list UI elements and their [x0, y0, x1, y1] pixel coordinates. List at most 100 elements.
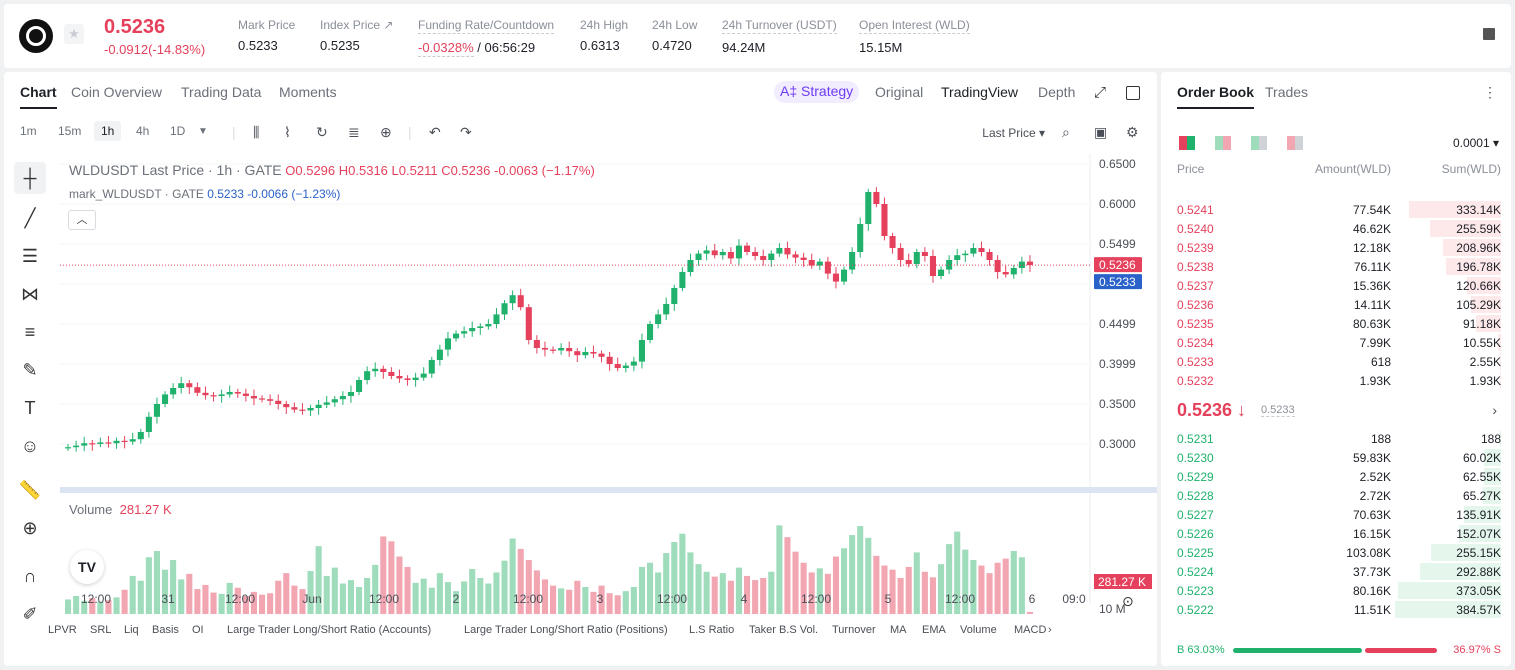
camera-icon[interactable]: ▣: [1094, 124, 1108, 140]
tab-coin-overview[interactable]: Coin Overview: [71, 84, 163, 100]
indicator-ema[interactable]: EMA: [922, 624, 946, 636]
bid-row[interactable]: 0.5222 11.51K 384.57K: [1161, 600, 1511, 619]
more-icon[interactable]: ⋮: [1483, 84, 1497, 100]
undo-icon[interactable]: ↶: [429, 124, 441, 140]
timeframe-1h[interactable]: 1h: [94, 121, 122, 141]
tab-trading-data[interactable]: Trading Data: [181, 84, 262, 100]
add-indicator-icon[interactable]: ⊕: [380, 124, 392, 140]
candle-body: [679, 272, 686, 288]
ask-row[interactable]: 0.5239 12.18K 208.96K: [1161, 238, 1511, 257]
trendline-icon[interactable]: ╱: [24, 208, 36, 228]
ask-row[interactable]: 0.5238 76.11K 196.78K: [1161, 257, 1511, 276]
favorite-star-icon[interactable]: ★: [64, 24, 84, 44]
bid-row[interactable]: 0.5223 80.16K 373.05K: [1161, 581, 1511, 600]
brush-icon[interactable]: ✎: [22, 360, 38, 380]
ask-row[interactable]: 0.5241 77.54K 333.14K: [1161, 200, 1511, 219]
ask-row[interactable]: 0.5232 1.93K 1.93K: [1161, 371, 1511, 390]
tab-trades[interactable]: Trades: [1265, 84, 1309, 100]
tab-chart[interactable]: Chart: [20, 84, 57, 109]
view-depth[interactable]: Depth: [1038, 84, 1076, 100]
indicator-turnover[interactable]: Turnover: [832, 624, 876, 636]
ask-row[interactable]: 0.5237 15.36K 120.66K: [1161, 276, 1511, 295]
text-icon[interactable]: T: [24, 398, 36, 418]
candle-body: [404, 378, 411, 380]
layout-split-icon[interactable]: [1215, 136, 1231, 150]
ask-row[interactable]: 0.5236 14.11K 105.29K: [1161, 295, 1511, 314]
emoji-icon[interactable]: ☺: [20, 436, 40, 456]
magnet-icon[interactable]: ∩: [23, 566, 37, 586]
volume-bar: [186, 573, 193, 614]
bid-row[interactable]: 0.5227 70.63K 135.91K: [1161, 505, 1511, 524]
tab-moments[interactable]: Moments: [279, 84, 337, 100]
ask-row[interactable]: 0.5240 46.62K 255.59K: [1161, 219, 1511, 238]
axis-settings-icon[interactable]: ⊙: [1122, 594, 1134, 610]
ask-row[interactable]: 0.5235 80.63K 91.18K: [1161, 314, 1511, 333]
bid-row[interactable]: 0.5226 16.15K 152.07K: [1161, 524, 1511, 543]
indicator-l-s-ratio[interactable]: L.S Ratio: [689, 624, 735, 636]
indicators-icon[interactable]: ⌇: [284, 124, 291, 140]
indicator-lpvr[interactable]: LPVR: [48, 624, 77, 636]
bid-row[interactable]: 0.5225 103.08K 255.15K: [1161, 543, 1511, 562]
template-icon[interactable]: ≣: [348, 124, 360, 140]
ask-row[interactable]: 0.5234 7.99K 10.55K: [1161, 333, 1511, 352]
zoom-in-icon[interactable]: ⊕: [22, 518, 38, 538]
indicator-srl[interactable]: SRL: [90, 624, 112, 636]
timeframe-1d[interactable]: 1D: [170, 124, 186, 138]
collapse-legend-button[interactable]: ︿: [68, 210, 96, 230]
search-icon[interactable]: ⌕: [1062, 124, 1070, 140]
bid-row[interactable]: 0.5231 188 188: [1161, 429, 1511, 448]
chevron-right-icon[interactable]: ›: [1048, 624, 1052, 636]
indicator-volume[interactable]: Volume: [960, 624, 997, 636]
book-icon[interactable]: [1483, 28, 1495, 40]
redo-icon[interactable]: ↷: [460, 124, 472, 140]
volume-bar: [1018, 557, 1025, 614]
view-original[interactable]: Original: [875, 84, 924, 100]
settings-gear-icon[interactable]: ⚙: [1126, 124, 1139, 140]
timeframe-4h[interactable]: 4h: [136, 124, 150, 138]
bid-row[interactable]: 0.5224 37.73K 292.88K: [1161, 562, 1511, 581]
price-chart[interactable]: 0.65000.60000.54990.49990.44990.39990.35…: [4, 154, 1157, 620]
layout-asks-icon[interactable]: [1287, 136, 1303, 150]
indicator-oi[interactable]: OI: [192, 624, 204, 636]
bid-row[interactable]: 0.5230 59.83K 60.02K: [1161, 448, 1511, 467]
layout-bids-icon[interactable]: [1251, 136, 1267, 150]
lock-drawing-icon[interactable]: ✐: [22, 604, 38, 624]
chevron-right-icon[interactable]: ›: [1492, 402, 1497, 418]
indicator-liq[interactable]: Liq: [124, 624, 139, 636]
horizontal-lines-icon[interactable]: ☰: [21, 246, 39, 266]
bid-row[interactable]: 0.5228 2.72K 65.27K: [1161, 486, 1511, 505]
timeframe-dropdown-icon[interactable]: ▼: [198, 126, 208, 137]
pattern-icon[interactable]: ⋈: [21, 284, 39, 304]
bid-row[interactable]: 0.5229 2.52K 62.55K: [1161, 467, 1511, 486]
volume-bar: [873, 555, 880, 614]
precision-select[interactable]: 0.0001 ▾: [1452, 136, 1499, 150]
strategy-button[interactable]: A‡ Strategy: [774, 81, 860, 103]
indicator-basis[interactable]: Basis: [152, 624, 179, 636]
price-type-select[interactable]: Last Price ▾: [982, 126, 1045, 140]
indicator-large-trader-long-short-ratio-positions-[interactable]: Large Trader Long/Short Ratio (Positions…: [464, 624, 668, 636]
fullscreen-icon[interactable]: [1126, 86, 1140, 100]
stat-index-price[interactable]: Index Price ↗ 0.5235: [320, 18, 394, 53]
row-amount: 70.63K: [1352, 508, 1391, 522]
pane-separator[interactable]: [60, 487, 1157, 493]
expand-icon[interactable]: ⤢: [1094, 84, 1107, 101]
layout-both-icon[interactable]: [1179, 136, 1195, 150]
ruler-icon[interactable]: 📏: [18, 480, 42, 500]
crosshair-icon[interactable]: ┼: [14, 162, 46, 194]
view-tradingview[interactable]: TradingView: [941, 84, 1019, 100]
indicator-ma[interactable]: MA: [890, 624, 907, 636]
tab-order-book[interactable]: Order Book: [1177, 84, 1255, 109]
indicator-macd[interactable]: MACD: [1014, 624, 1047, 636]
indicator-large-trader-long-short-ratio-accounts-[interactable]: Large Trader Long/Short Ratio (Accounts): [227, 624, 432, 636]
timeframe-15m[interactable]: 15m: [58, 124, 82, 138]
candle-type-icon[interactable]: ⫼: [253, 124, 260, 140]
fib-icon[interactable]: ≡: [24, 322, 36, 342]
indicator-taker-b-s-vol-[interactable]: Taker B.S Vol.: [749, 624, 819, 636]
timeframe-1m[interactable]: 1m: [20, 124, 37, 138]
volume-bar: [663, 553, 670, 614]
ask-row[interactable]: 0.5233 618 2.55K: [1161, 352, 1511, 371]
candle-body: [857, 224, 864, 252]
candle-body: [574, 351, 581, 356]
compare-icon[interactable]: ↻: [316, 124, 328, 140]
depth-bar: [1500, 353, 1501, 370]
